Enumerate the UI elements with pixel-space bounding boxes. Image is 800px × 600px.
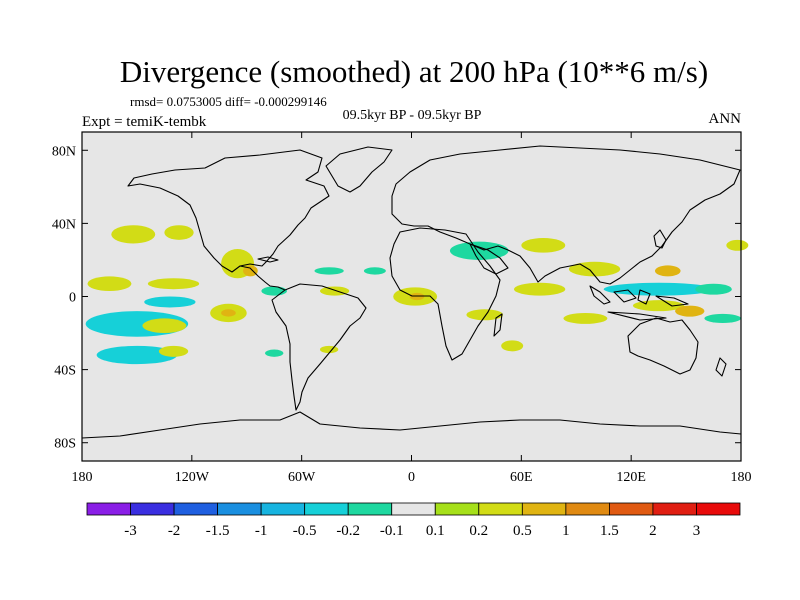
divergence-region: [466, 309, 504, 321]
divergence-region: [265, 349, 284, 357]
divergence-region: [568, 261, 621, 277]
coastline-arabia: [469, 243, 509, 275]
colorbar-label: -3: [124, 523, 137, 539]
coastline-australia: [627, 317, 699, 375]
coastline-new-zealand: [715, 357, 727, 377]
y-tick-label: 0: [69, 291, 76, 306]
divergence-region: [319, 286, 350, 296]
y-tick-label: 80S: [54, 437, 76, 452]
coastline-madagascar: [493, 313, 503, 337]
colorbar-swatch: [260, 502, 306, 516]
divergence-region: [144, 296, 196, 308]
divergence-region: [603, 282, 714, 296]
colorbar-label: 1: [562, 523, 570, 539]
divergence-region: [142, 318, 187, 334]
colorbar-swatch: [217, 502, 262, 516]
colorbar-swatch: [347, 502, 393, 516]
divergence-region: [563, 312, 608, 324]
colorbar-label: 1.5: [600, 523, 619, 539]
colorbar-label: -0.5: [293, 523, 317, 539]
colorbar-swatch: [478, 502, 523, 516]
divergence-region: [158, 345, 189, 357]
colorbar-swatch: [86, 502, 131, 516]
coastline-cuba: [257, 256, 279, 263]
divergence-region: [726, 239, 749, 251]
divergence-region: [96, 345, 178, 365]
coastline-africa: [389, 227, 501, 361]
coastline-japan: [653, 229, 667, 249]
x-tick-label: 120W: [175, 470, 210, 485]
colorbar-swatch: [521, 502, 567, 516]
colorbar: -3 -2 -1.5 -1 -0.5 -0.2 -0.1 0.1 0.2 0.5 1 1.5 2 3: [86, 502, 741, 539]
colorbar-swatch: [652, 502, 697, 516]
divergence-region: [632, 300, 685, 312]
coastline-greenland: [325, 146, 393, 193]
colorbar-label: -0.2: [336, 523, 360, 539]
divergence-region: [521, 238, 566, 253]
divergence-region: [87, 276, 132, 292]
map-panel: 180 120W 60W 0 60E 120E 180 80N 40N 0 40S 80S: [52, 131, 752, 485]
colorbar-swatch: [173, 502, 218, 516]
colorbar-swatch: [391, 502, 436, 516]
divergence-region: [314, 267, 344, 275]
divergence-region: [243, 265, 258, 277]
coastline-maritime-continent: [589, 285, 689, 321]
divergence-region: [654, 265, 681, 277]
divergence-region: [514, 282, 566, 296]
divergence-region: [319, 345, 339, 354]
colorbar-swatch: [696, 502, 741, 516]
colorbar-label: 0.5: [513, 523, 532, 539]
x-tick-label: 60W: [288, 470, 316, 485]
colorbar-swatch: [609, 502, 654, 516]
y-tick-label: 40N: [52, 217, 76, 232]
colorbar-label: -1.5: [206, 523, 230, 539]
divergence-region: [111, 225, 156, 244]
x-tick-label: 60E: [510, 470, 533, 485]
x-tick-label: 180: [72, 470, 93, 485]
experiment-label: Expt = temiK-tembk: [82, 114, 207, 130]
divergence-region: [704, 313, 741, 324]
coastline-south-america: [271, 283, 367, 411]
colorbar-label: -0.1: [380, 523, 404, 539]
coastline-central-america: [239, 265, 286, 291]
x-tick-label: 180: [731, 470, 752, 485]
colorbar-label: -1: [255, 523, 268, 539]
coastline-antarctica: [81, 411, 742, 439]
colorbar-swatch: [304, 502, 349, 516]
coastlines: [81, 145, 742, 439]
y-tick-label: 40S: [54, 364, 76, 379]
colorbar-label: 3: [693, 523, 701, 539]
colorbar-label: 2: [649, 523, 657, 539]
divergence-region: [675, 305, 705, 317]
x-tick-label: 120E: [616, 470, 646, 485]
coastline-north-america: [127, 149, 330, 273]
divergence-region: [501, 340, 524, 352]
divergence-region: [449, 241, 509, 260]
colorbar-swatch: [130, 502, 175, 516]
divergence-region: [695, 283, 732, 295]
divergence-region: [147, 278, 200, 290]
stats-label: rmsd= 0.0753005 diff= -0.000299146: [130, 94, 327, 109]
chart-title: Divergence (smoothed) at 200 hPa (10**6 …: [120, 54, 708, 89]
colorbar-label: 0.2: [469, 523, 488, 539]
axis-ticks: 180 120W 60W 0 60E 120E 180 80N 40N 0 40S 80S: [52, 132, 752, 485]
period-label: 09.5kyr BP - 09.5kyr BP: [343, 108, 482, 123]
colorbar-swatch: [434, 502, 480, 516]
colorbar-label: 0.1: [426, 523, 445, 539]
colorbar-label: -2: [168, 523, 181, 539]
divergence-region: [363, 267, 386, 275]
colorbar-swatch: [565, 502, 610, 516]
season-label: ANN: [709, 111, 742, 127]
divergence-region: [221, 309, 236, 317]
y-tick-label: 80N: [52, 144, 76, 159]
x-tick-label: 0: [408, 470, 415, 485]
divergence-region: [164, 225, 194, 240]
